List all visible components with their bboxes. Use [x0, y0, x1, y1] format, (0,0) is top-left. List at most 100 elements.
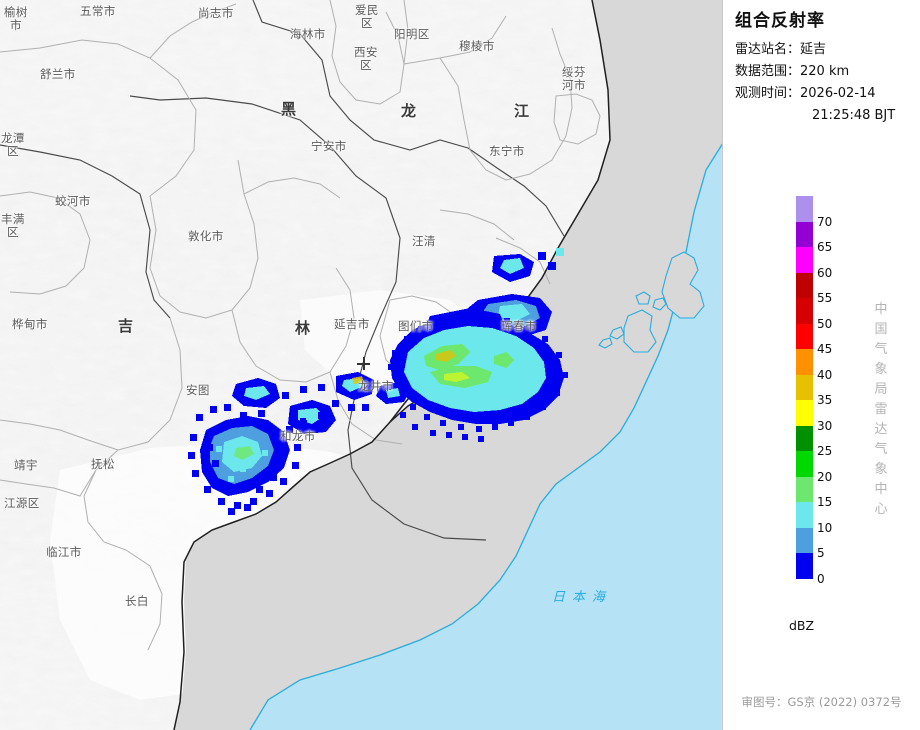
province-label: 林 — [295, 319, 312, 337]
colorbar-band-10 — [796, 527, 813, 553]
city-label: 延吉市 — [334, 317, 370, 331]
info-value-time: 21:25:48 BJT — [812, 108, 896, 123]
province-boundaries — [0, 0, 565, 541]
radar-echo-layer — [188, 248, 568, 515]
colorbar-band-15 — [796, 502, 813, 528]
info-row-station: 雷达站名： 延吉 — [735, 41, 915, 58]
colorbar-unit-label: dBZ — [789, 618, 815, 633]
city-label: 丰满 区 — [1, 212, 25, 239]
colorbar-tick-35: 35 — [817, 393, 833, 407]
info-label-station: 雷达站名： — [735, 42, 801, 57]
city-label: 龙潭 区 — [1, 131, 25, 158]
city-label: 宁安市 — [311, 139, 347, 153]
info-value-range: 220 km — [800, 64, 850, 79]
city-label: 五常市 — [80, 4, 116, 18]
map-panel-divider — [722, 0, 723, 730]
colorbar-band-70 — [796, 221, 813, 247]
province-label: 吉 — [118, 317, 135, 335]
info-value-date: 2026-02-14 — [800, 86, 876, 101]
watermark-char: 象 — [874, 362, 888, 377]
colorbar-band-55 — [796, 298, 813, 324]
city-label: 绥芬 河市 — [562, 65, 586, 92]
watermark-char: 气 — [874, 342, 888, 357]
city-label: 尚志市 — [198, 6, 234, 20]
city-label: 穆棱市 — [459, 39, 495, 53]
city-label: 榆树 市 — [4, 5, 28, 32]
city-label: 舒兰市 — [40, 67, 76, 81]
map-approval-number: 审图号：GS京 (2022) 0372号 — [741, 695, 902, 709]
colorbar-tick-25: 25 — [817, 444, 833, 458]
echo-cluster-main — [388, 313, 568, 442]
colorbar-tick-30: 30 — [817, 418, 833, 433]
province-label: 江 — [514, 102, 531, 120]
city-label: 和龙市 — [280, 429, 316, 443]
colorbar-band-40 — [796, 374, 813, 400]
city-label: 东宁市 — [489, 144, 525, 158]
watermark-char: 心 — [874, 502, 888, 517]
colorbar-band-30 — [796, 425, 813, 451]
echo-cluster-west — [188, 372, 410, 515]
city-label: 桦甸市 — [12, 317, 48, 331]
colorbar-band-45 — [796, 349, 813, 375]
watermark-char: 气 — [874, 442, 888, 457]
colorbar-band-20 — [796, 476, 813, 502]
colorbar-gradient — [796, 196, 813, 579]
radar-map-panel[interactable]: 黑 龙 江吉 林 榆树 市 五常市 尚志市海林市 爱民 区阳明区西安 区 穆棱市绥芬 河市 舒兰市… — [0, 0, 723, 730]
colorbar-tick-20: 20 — [817, 469, 833, 484]
watermark-char: 象 — [874, 462, 888, 477]
colorbar-tick-45: 45 — [817, 342, 833, 356]
watermark-char: 中 — [874, 482, 888, 497]
colorbar-tick-40: 40 — [817, 367, 833, 382]
city-label: 珲春市 — [501, 319, 537, 333]
colorbar-legend: 70 65 60 55 50 45 40 35 30 25 20 15 10 5 0 — [796, 196, 832, 585]
info-side-panel: 组合反射率 雷达站名： 延吉 数据范围： 220 km 观测时间： 2026-0… — [723, 0, 920, 730]
product-title: 组合反射率 — [735, 11, 825, 31]
city-label: 抚松 — [91, 457, 115, 471]
city-label: 敦化市 — [188, 229, 224, 243]
watermark-char: 雷 — [874, 402, 888, 417]
colorbar-band-35 — [796, 400, 813, 426]
colorbar-tick-10: 10 — [817, 520, 833, 535]
city-label: 临江市 — [46, 545, 82, 559]
province-label: 黑 — [281, 100, 298, 118]
info-row-time: 观测时间： 2026-02-14 — [735, 85, 915, 102]
colorbar-tick-0: 0 — [817, 571, 825, 586]
product-info-block: 组合反射率 雷达站名： 延吉 数据范围： 220 km 观测时间： 2026-0… — [735, 6, 915, 124]
colorbar-tick-60: 60 — [817, 265, 833, 280]
colorbar-band-50 — [796, 323, 813, 349]
watermark-char: 达 — [874, 422, 888, 437]
coastal-inlets — [598, 251, 705, 353]
city-label: 江源区 — [4, 496, 40, 510]
watermark-char: 中 — [874, 302, 888, 317]
city-label: 长白 — [125, 594, 149, 608]
colorbar-tick-55: 55 — [817, 291, 833, 305]
colorbar-tick-70: 70 — [817, 214, 833, 229]
province-label: 龙 — [401, 102, 418, 120]
colorbar-band-5 — [796, 553, 813, 579]
info-label-time: 观测时间： — [735, 86, 801, 101]
sea-label-sea-of-japan: 日本海 — [552, 590, 613, 605]
colorbar-band-75 — [796, 196, 813, 222]
info-label-range: 数据范围： — [735, 64, 801, 79]
colorbar-band-60 — [796, 272, 813, 298]
colorbar-tick-65: 65 — [817, 240, 833, 254]
city-label: 汪清 — [412, 234, 436, 248]
colorbar-tick-50: 50 — [817, 316, 833, 331]
info-row-range: 数据范围： 220 km — [735, 63, 915, 80]
agency-watermark: 中国气象局雷达气象中心 — [871, 300, 891, 520]
info-value-station: 延吉 — [800, 42, 827, 57]
city-label: 阳明区 — [394, 27, 430, 41]
echo-cluster-far-east — [538, 248, 564, 270]
city-label: 爱民 区 — [355, 3, 379, 30]
city-label: 蛟河市 — [55, 194, 91, 208]
city-label: 海林市 — [290, 27, 326, 41]
city-label: 安图 — [186, 383, 210, 397]
colorbar-band-65 — [796, 247, 813, 273]
map-canvas[interactable] — [0, 0, 723, 730]
radar-station-center-marker — [357, 357, 370, 370]
colorbar-tick-15: 15 — [817, 495, 833, 509]
colorbar-band-25 — [796, 451, 813, 477]
city-label: 西安 区 — [354, 45, 378, 72]
watermark-char: 局 — [874, 382, 888, 397]
